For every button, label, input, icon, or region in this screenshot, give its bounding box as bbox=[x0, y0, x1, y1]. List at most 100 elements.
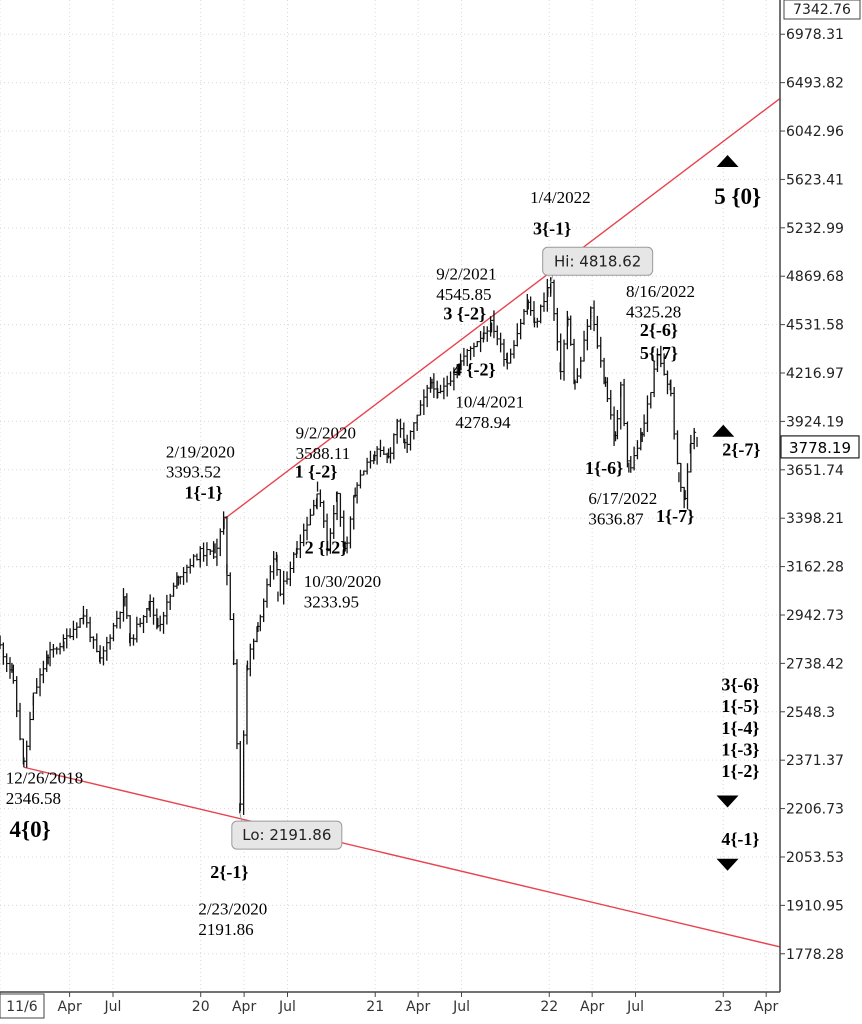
wave-annotation-line: 3233.95 bbox=[304, 592, 359, 611]
wave-arrows bbox=[712, 154, 739, 871]
x-tick-label: Apr bbox=[406, 999, 430, 1015]
x-tick-label: Jul bbox=[452, 999, 470, 1015]
x-tick-box bbox=[0, 993, 45, 1019]
trendline-upper bbox=[223, 96, 783, 520]
wave-annotation: 2{-6} bbox=[640, 320, 678, 340]
wave-annotation-line: 3{-6} bbox=[721, 675, 759, 695]
wave-annotation: 1{-7} bbox=[656, 506, 694, 526]
wave-annotation: 1{-6} bbox=[585, 458, 623, 478]
x-tick-label: 22 bbox=[540, 999, 558, 1015]
y-tick-label: 5623.41 bbox=[786, 172, 844, 188]
x-tick-label: Jul bbox=[104, 999, 122, 1015]
wave-annotation-line: 1{-6} bbox=[585, 458, 623, 478]
wave-annotation-line: 10/4/2021 bbox=[455, 393, 524, 412]
wave-annotation-line: 2 {-2} bbox=[305, 537, 348, 557]
y-tick-label: 5232.99 bbox=[786, 221, 844, 237]
wave-annotation-line: 3636.87 bbox=[588, 510, 644, 529]
wave-annotation-line: 1/4/2022 bbox=[530, 188, 590, 207]
wave-annotation-line: 4 {-2} bbox=[453, 359, 496, 379]
wave-annotation-line: 5 {0} bbox=[714, 184, 761, 209]
wave-annotation: 4 {-2} bbox=[453, 359, 496, 379]
y-axis-top-label-box: 7342.76 bbox=[783, 0, 861, 20]
wave-annotation: 12/26/2018 2346.58 bbox=[6, 769, 83, 808]
wave-annotation: 10/4/2021 4278.94 bbox=[455, 393, 524, 432]
y-axis-top-label: 7342.76 bbox=[793, 2, 851, 18]
x-tick-label: Apr bbox=[580, 999, 604, 1015]
y-tick-label: 3651.74 bbox=[786, 463, 844, 479]
grid-lines bbox=[0, 0, 780, 992]
wave-annotation: 1{-1} bbox=[185, 482, 223, 502]
y-tick-label: 3398.21 bbox=[786, 511, 844, 527]
wave-annotation-line: 1{-5} bbox=[721, 696, 759, 716]
wave-annotation: 5{-7} bbox=[640, 343, 678, 363]
y-tick-label: 6493.82 bbox=[786, 76, 844, 92]
callout-label: Hi: 4818.62 bbox=[554, 252, 641, 270]
wave-annotation: 10/30/2020 3233.95 bbox=[304, 572, 381, 611]
wave-annotation-line: 2346.58 bbox=[6, 789, 61, 808]
wave-annotation: 2 {-2} bbox=[305, 537, 348, 557]
wave-annotation-line: 2{-7} bbox=[722, 440, 760, 460]
wave-annotation: 4{-1} bbox=[721, 829, 759, 849]
wave-annotation: 5 {0} bbox=[714, 184, 761, 209]
y-tick-label: 3162.28 bbox=[786, 560, 844, 576]
wave-annotation: 2{-7} bbox=[722, 440, 760, 460]
wave-annotation-line: 9/2/2021 bbox=[436, 265, 496, 284]
y-tick-label: 4216.97 bbox=[786, 366, 844, 382]
wave-annotation: 3{-1} bbox=[533, 219, 571, 239]
y-tick-label: 2206.73 bbox=[786, 802, 844, 818]
x-tick-label: Apr bbox=[232, 999, 256, 1015]
arrow-down-icon bbox=[716, 795, 739, 808]
y-tick-label: 2942.73 bbox=[786, 608, 844, 624]
wave-annotation-line: 1{-2} bbox=[721, 761, 759, 781]
price-callouts: Hi: 4818.62 Lo: 2191.86 bbox=[231, 246, 654, 850]
wave-annotation-line: 2{-1} bbox=[210, 862, 248, 882]
wave-annotation-line: 9/2/2020 bbox=[296, 424, 356, 443]
wave-annotation: 9/2/2021 4545.85 bbox=[436, 265, 496, 304]
callout-label: Lo: 2191.86 bbox=[242, 826, 331, 844]
arrow-down-icon bbox=[716, 858, 739, 871]
y-tick-label: 6042.96 bbox=[786, 124, 844, 140]
wave-annotation-line: 10/30/2020 bbox=[304, 572, 381, 591]
y-tick-label: 6978.31 bbox=[786, 27, 844, 43]
wave-annotation-line: 2/19/2020 bbox=[166, 442, 235, 461]
wave-annotation-line: 6/17/2022 bbox=[588, 489, 657, 508]
wave-annotation-line: 1{-7} bbox=[656, 506, 694, 526]
x-tick-label: Jul bbox=[626, 999, 644, 1015]
y-tick-label: 2053.53 bbox=[786, 850, 844, 866]
y-tick-label: 4531.58 bbox=[786, 318, 844, 334]
x-tick-label: Apr bbox=[57, 999, 81, 1015]
wave-annotation-line: 3 {-2} bbox=[443, 304, 486, 324]
wave-annotation-line: 2191.86 bbox=[198, 920, 253, 939]
wave-annotation: 3 {-2} bbox=[443, 304, 486, 324]
wave-annotation: 4{0} bbox=[10, 817, 51, 842]
wave-annotation: 3{-6} 1{-5} 1{-4} 1{-3} 1{-2} bbox=[721, 675, 759, 781]
wave-annotation-line: 1 {-2} bbox=[295, 462, 338, 482]
trendline-lower bbox=[23, 766, 783, 949]
x-tick-label: 11/6 bbox=[6, 999, 38, 1015]
callout-pointer bbox=[239, 813, 243, 822]
last-price-label: 3778.19 bbox=[789, 439, 851, 457]
last-price-box: 3778.19 bbox=[780, 435, 860, 459]
wave-annotation: 1 {-2} bbox=[295, 462, 338, 482]
x-tick-label: Jul bbox=[278, 999, 296, 1015]
callout-pointer bbox=[550, 275, 554, 284]
wave-annotation-line: 1{-1} bbox=[185, 482, 223, 502]
x-axis-panel[interactable] bbox=[0, 992, 780, 1024]
wave-annotation-line: 3393.52 bbox=[166, 463, 221, 482]
x-tick-label: 21 bbox=[366, 999, 384, 1015]
trendlines bbox=[23, 96, 783, 949]
y-tick-label: 3924.19 bbox=[786, 414, 844, 430]
y-tick-label: 2738.42 bbox=[786, 656, 844, 672]
wave-annotation-line: 4545.85 bbox=[436, 285, 491, 304]
wave-annotation-line: 12/26/2018 bbox=[6, 769, 83, 788]
x-tick-label: 20 bbox=[192, 999, 210, 1015]
wave-annotation-line: 2/23/2020 bbox=[198, 900, 267, 919]
wave-annotation-line: 4325.28 bbox=[626, 303, 681, 322]
y-axis-panel[interactable] bbox=[780, 0, 862, 992]
wave-annotation: 6/17/2022 3636.87 bbox=[588, 489, 657, 528]
wave-annotation-line: 3{-1} bbox=[533, 219, 571, 239]
wave-annotation-line: 4{0} bbox=[10, 817, 51, 842]
arrow-up-icon bbox=[712, 424, 735, 437]
wave-annotation-line: 1{-3} bbox=[721, 739, 759, 759]
